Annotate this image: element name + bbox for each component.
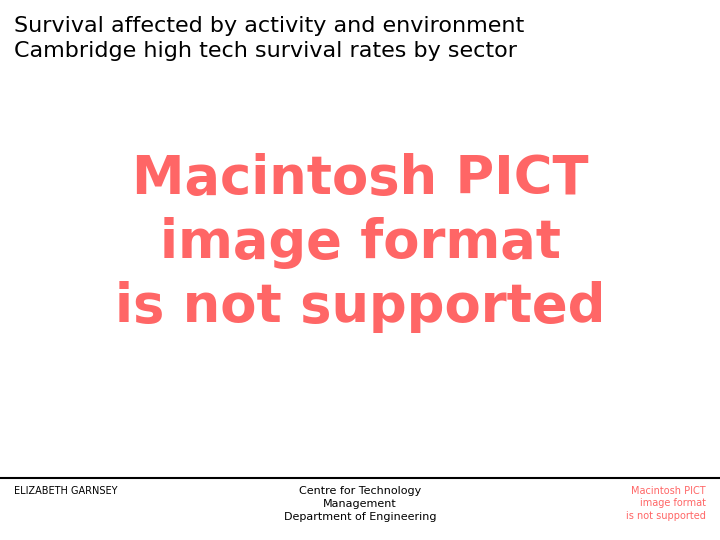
Text: Macintosh PICT
image format
is not supported: Macintosh PICT image format is not suppo… xyxy=(114,153,606,333)
Text: Macintosh PICT
image format
is not supported: Macintosh PICT image format is not suppo… xyxy=(626,486,706,521)
Text: Survival affected by activity and environment
Cambridge high tech survival rates: Survival affected by activity and enviro… xyxy=(14,16,525,61)
Text: Centre for Technology
Management
Department of Engineering: Centre for Technology Management Departm… xyxy=(284,486,436,522)
Text: ELIZABETH GARNSEY: ELIZABETH GARNSEY xyxy=(14,486,118,496)
